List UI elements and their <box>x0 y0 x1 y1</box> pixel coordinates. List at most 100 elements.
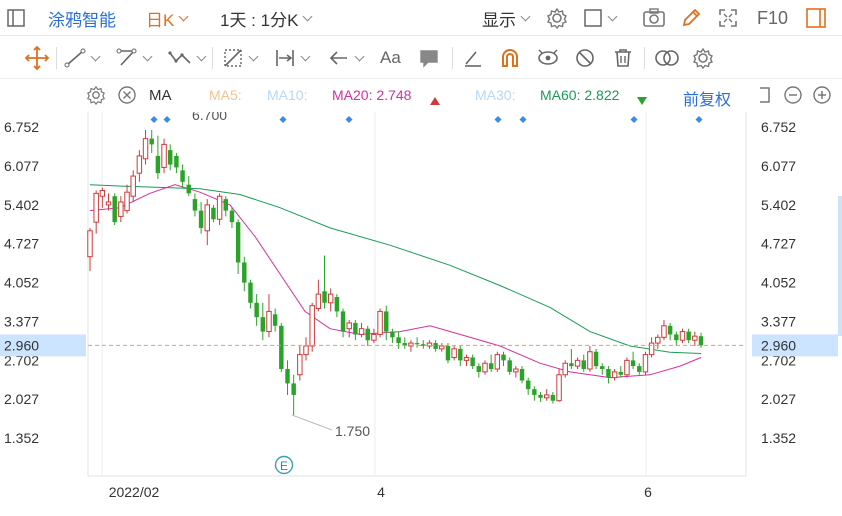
chevron-down-icon <box>142 51 153 61</box>
lock-drawings-icon[interactable] <box>536 45 560 71</box>
magnet-icon[interactable] <box>498 45 522 71</box>
chevron-down-icon <box>520 11 531 21</box>
camera-icon[interactable] <box>642 0 666 36</box>
y-tick-label: 4.727 <box>4 236 39 252</box>
candle-body-down <box>476 366 482 372</box>
candle-body-down <box>254 302 259 318</box>
toolbar-settings-icon[interactable] <box>692 45 714 71</box>
undo-icon[interactable] <box>754 85 774 108</box>
fib-tool[interactable] <box>222 45 259 71</box>
candle-body-up <box>118 201 124 217</box>
candle-body-up <box>346 322 352 330</box>
event-diamond-icon <box>150 116 158 123</box>
polyline-tool[interactable] <box>116 45 153 71</box>
toolbar-divider <box>452 47 453 69</box>
period-label: 日K <box>146 10 175 30</box>
candle-body-up <box>513 368 519 373</box>
candle-body-down <box>248 282 253 303</box>
layout-selector[interactable] <box>583 0 618 36</box>
arrow-left-icon <box>329 51 347 65</box>
trash-icon[interactable] <box>612 45 634 71</box>
candle-body-down <box>532 389 537 395</box>
candle-body-up <box>439 345 445 350</box>
period-selector[interactable]: 日K <box>146 0 189 36</box>
indicator-settings-icon[interactable] <box>86 85 106 108</box>
zoom-out-icon[interactable] <box>783 85 803 108</box>
eraser-line-icon[interactable] <box>462 45 484 71</box>
crosshair-move-icon[interactable] <box>24 45 50 71</box>
price-tag-left <box>0 334 86 357</box>
wave-tool[interactable] <box>168 45 207 71</box>
stock-name[interactable]: 涂鸦智能 <box>48 10 116 30</box>
zoom-in-icon[interactable] <box>812 85 832 108</box>
y-tick-label: 6.077 <box>761 158 796 174</box>
chart-grid <box>87 112 747 477</box>
candle-body-up <box>408 342 414 347</box>
display-menu[interactable]: 显示 <box>482 0 531 36</box>
price-tag-right <box>752 334 838 357</box>
candle-body-up <box>99 189 106 197</box>
candle-body-up <box>655 336 661 344</box>
candle-body-down <box>433 343 438 349</box>
y-tick-label: 2.027 <box>4 391 39 407</box>
candle-body-up <box>130 175 136 197</box>
indicator-close-icon[interactable] <box>117 85 137 108</box>
candle-body-down <box>291 383 296 395</box>
candle-body-down <box>402 343 407 346</box>
f10-button[interactable]: F10 <box>757 7 789 28</box>
hide-drawings-icon[interactable] <box>574 45 596 71</box>
comment-icon[interactable] <box>418 45 440 71</box>
candle-body-up <box>87 230 93 258</box>
ma10-value: MA10: <box>267 87 308 103</box>
measure-tool[interactable] <box>274 45 311 71</box>
sidebar-toggle-icon[interactable] <box>6 0 26 36</box>
candle-body-up <box>315 293 322 310</box>
top-bar: 涂鸦智能 日K 1天 : 1分K 显示 F10 <box>0 0 842 36</box>
ma30-value: MA30: <box>475 87 516 103</box>
candle-body-up <box>327 293 334 304</box>
candle-body-up <box>93 192 99 223</box>
candle-body-up <box>562 362 568 376</box>
candle-body-up <box>679 331 686 341</box>
y-tick-label: 5.402 <box>4 197 39 213</box>
y-axis-right: 6.7526.0775.4024.7274.0523.3772.7022.027… <box>761 119 796 446</box>
arrow-tool[interactable] <box>328 45 365 71</box>
adjust-mode-button[interactable]: 前复权 <box>683 92 732 109</box>
candle-body-down <box>445 345 451 361</box>
y-tick-label: 1.352 <box>4 430 39 446</box>
x-tick-label: 2022/02 <box>109 484 160 500</box>
candle-body-down <box>686 331 691 341</box>
candle-body-up <box>204 204 210 232</box>
kline-chart[interactable]: 6.7526.0775.4024.7274.0523.3772.7022.027… <box>0 112 842 516</box>
settings-gear-icon[interactable] <box>546 0 568 36</box>
price-tag-right-text: 2.960 <box>761 337 796 353</box>
fullscreen-icon[interactable] <box>717 0 739 36</box>
candlesticks <box>87 129 704 416</box>
ma60-value: MA60: 2.822 <box>540 87 620 103</box>
candle-body-up <box>482 362 488 373</box>
x-tick-label: 4 <box>377 484 385 500</box>
candle-body-down <box>235 222 241 263</box>
side-panel-toggle-icon[interactable] <box>805 0 827 36</box>
ma-label[interactable]: MA <box>149 87 172 104</box>
text-tool-icon[interactable]: Aa <box>380 48 401 67</box>
interval-selector[interactable]: 1天 : 1分K <box>220 0 313 36</box>
candle-body-up <box>161 143 167 168</box>
candle-body-up <box>142 138 149 160</box>
candle-body-down <box>581 360 586 370</box>
line-tool[interactable] <box>64 45 101 71</box>
event-diamond-icon <box>519 116 527 123</box>
candle-body-up <box>642 354 649 373</box>
candle-body-down <box>507 360 512 372</box>
candle-body-up <box>587 351 593 370</box>
candle-body-down <box>637 366 642 372</box>
candle-body-up <box>358 328 365 335</box>
candle-body-down <box>192 199 198 211</box>
pencil-icon[interactable] <box>680 0 702 36</box>
compare-icon[interactable] <box>654 45 680 71</box>
event-diamond-icon <box>279 116 287 123</box>
candle-body-up <box>611 371 618 379</box>
scrollbar[interactable] <box>838 196 842 336</box>
candle-body-down <box>470 357 475 367</box>
candle-body-down <box>211 207 216 220</box>
